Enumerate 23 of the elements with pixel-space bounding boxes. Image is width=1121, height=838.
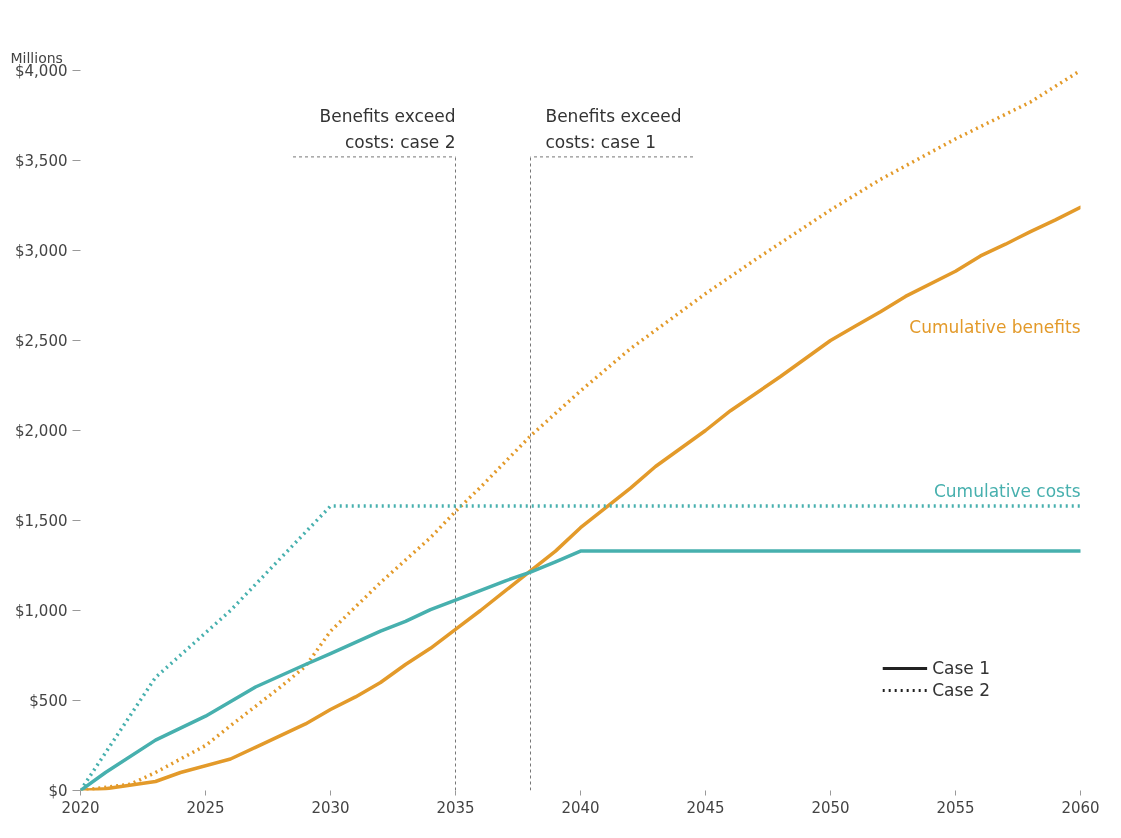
y-tick-label: $2,000	[15, 421, 68, 440]
y-tick-label: $1,000	[15, 601, 68, 620]
y-tick-label: $3,500	[15, 151, 68, 170]
y-tick-label: $3,000	[15, 241, 68, 260]
ref-line-label: Benefits exceed costs: case 1	[545, 105, 682, 152]
y-tick-label: $500	[29, 691, 68, 710]
y-tick-label: $1,500	[15, 511, 68, 530]
x-tick-label: 2040	[561, 798, 600, 817]
text: Cumulative costs	[933, 481, 1081, 502]
x-tick-label: 2030	[311, 798, 350, 817]
x-tick-label: 2050	[811, 798, 850, 817]
x-tick-label: 2020	[61, 798, 100, 817]
ref-line-label: Benefits exceed costs: case 2	[319, 105, 456, 152]
annotation: Case 2	[932, 680, 990, 700]
x-tick-label: 2060	[1061, 798, 1100, 817]
x-tick-label: 2045	[686, 798, 725, 817]
y-tick-label: $2,500	[15, 331, 68, 350]
x-tick-label: 2035	[436, 798, 475, 817]
series-label: Cumulative benefits	[909, 317, 1081, 338]
x-tick-label: 2025	[186, 798, 225, 817]
x-tick-label: 2055	[936, 798, 975, 817]
y-tick-label: $0	[48, 781, 68, 800]
annotation: Case 1	[932, 658, 990, 678]
